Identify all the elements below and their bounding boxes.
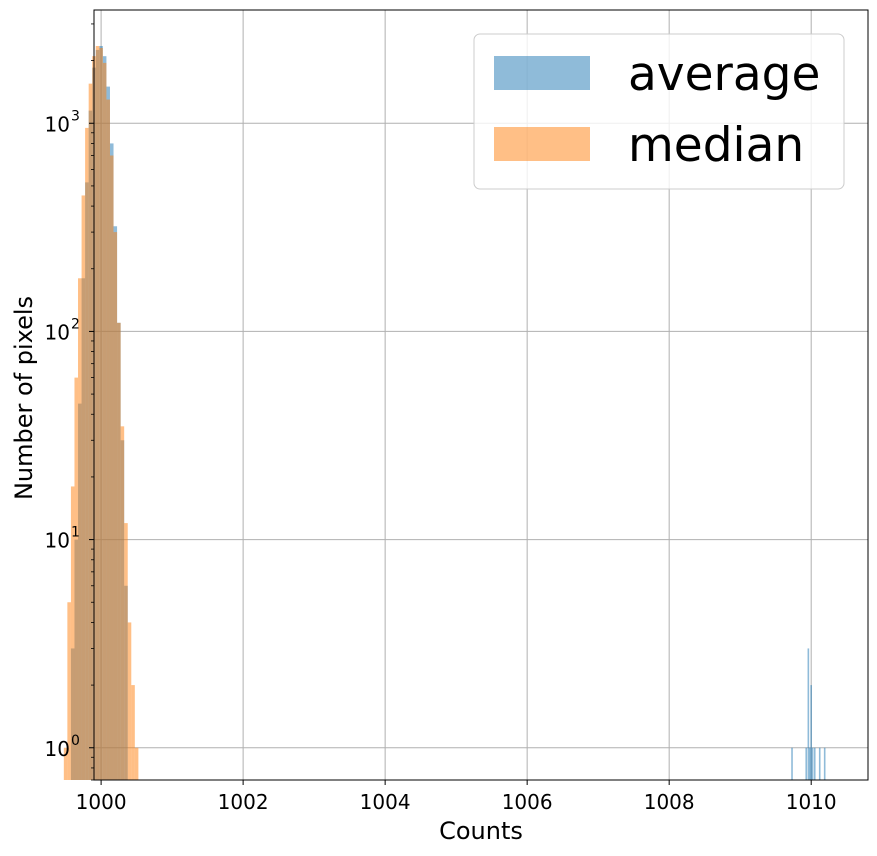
histogram-bar-average: [810, 685, 812, 780]
histogram-bar-median: [109, 155, 114, 780]
histogram-bar-median: [127, 622, 132, 780]
y-axis-title: Number of pixels: [10, 296, 38, 500]
y-tick-exponent: 1: [71, 525, 80, 541]
histogram-bar-median: [63, 747, 68, 780]
histogram-bar-median: [67, 602, 71, 780]
histogram-bar-average: [823, 747, 826, 780]
y-tick-label: 10: [45, 112, 70, 136]
legend-label-average: average: [628, 47, 820, 102]
y-tick-label: 10: [45, 737, 70, 761]
histogram-bar-median: [88, 83, 93, 780]
histogram-bar-median: [95, 46, 100, 781]
histogram-bar-median: [78, 278, 82, 780]
legend-swatch-median: [494, 127, 590, 161]
histogram-bar-average: [791, 747, 793, 780]
y-tick-label: 10: [45, 320, 70, 344]
histogram-bar-median: [99, 47, 103, 781]
y-tick-exponent: 0: [71, 733, 80, 749]
x-tick-label: 1010: [786, 790, 837, 814]
histogram-bar-median: [131, 685, 135, 780]
histogram-bar-median: [70, 486, 75, 780]
x-tick-label: 1008: [644, 790, 695, 814]
x-tick-label: 1004: [360, 790, 411, 814]
x-tick-label: 1006: [502, 790, 553, 814]
y-tick-label: 10: [45, 529, 70, 553]
histogram-bar-average: [807, 648, 810, 780]
histogram-bars: [63, 46, 826, 781]
histogram-bar-median: [113, 232, 118, 780]
plot-frame: [93, 9, 869, 781]
x-axis-title: Counts: [439, 817, 523, 845]
histogram-bar-median: [134, 747, 139, 780]
histogram-bar-median: [102, 62, 107, 780]
histogram-bar-median: [85, 127, 89, 781]
x-tick-label: 1000: [76, 790, 127, 814]
histogram-bar-median: [106, 99, 110, 781]
histogram-bar-average: [818, 747, 821, 780]
histogram-bar-average: [811, 747, 814, 780]
histogram-bar-average: [808, 747, 811, 780]
legend-label-median: median: [628, 118, 804, 173]
histogram-bar-average: [813, 747, 816, 780]
legend-swatch-average: [494, 56, 590, 90]
x-tick-label: 1002: [218, 790, 269, 814]
y-tick-exponent: 3: [71, 108, 80, 124]
y-tick-exponent: 2: [71, 316, 80, 332]
histogram-bar-median: [120, 426, 125, 780]
histogram-bar-median: [81, 195, 86, 781]
histogram-bar-median: [74, 377, 79, 780]
histogram-bar-average: [805, 747, 808, 780]
legend: average median: [473, 33, 845, 190]
histogram-bar-median: [117, 322, 121, 780]
histogram-bar-median: [124, 523, 128, 780]
